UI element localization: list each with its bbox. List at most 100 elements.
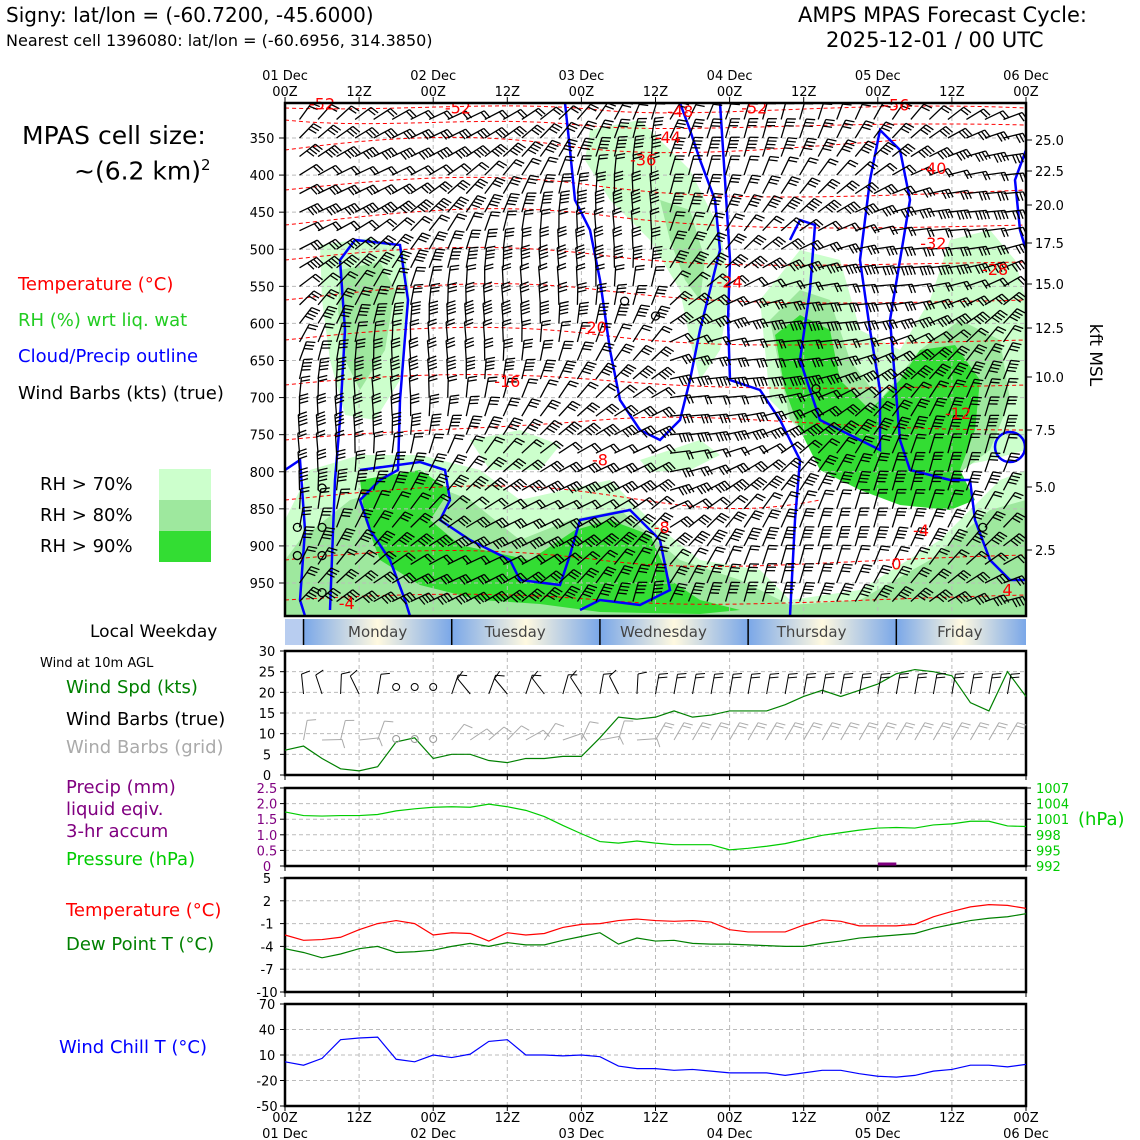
wind-barb-flag — [353, 374, 363, 379]
wind-barb-flag — [702, 271, 711, 278]
wind-barb-flag — [697, 433, 702, 443]
wind-barb-flag — [707, 375, 713, 385]
wind-barb-flag — [808, 490, 818, 494]
wind-barb-flag — [885, 266, 891, 276]
wind-barb-flag — [588, 570, 597, 576]
wind-barb-flag — [299, 477, 309, 482]
wind-barb-flag — [575, 247, 585, 253]
wind-barb — [576, 567, 600, 584]
wind-barb — [725, 412, 750, 424]
wind-barb-flag — [808, 202, 818, 209]
wind-barb-flag — [502, 573, 510, 582]
wind-barb — [799, 472, 820, 491]
wind-barb-flag — [676, 571, 686, 576]
wind-barb-flag — [594, 232, 604, 238]
wind-barb-flag — [440, 132, 448, 140]
wind-barb-flag — [494, 439, 503, 444]
wind-barb — [447, 474, 470, 491]
wind-barb-flag — [682, 534, 691, 541]
wind-barb-flag — [738, 480, 747, 488]
wind-barb-flag — [722, 431, 728, 441]
wind-barb-flag — [330, 590, 339, 597]
wind-barb — [539, 106, 564, 120]
wind-barb — [632, 344, 655, 361]
wind-barb-flag — [691, 592, 701, 595]
wind-barb — [650, 545, 670, 565]
wind-barb-flag — [773, 477, 783, 484]
wind-barb — [354, 106, 379, 120]
wind-barb-flag — [552, 399, 561, 404]
wind-barb-flag — [715, 517, 725, 524]
wind-barb — [502, 397, 521, 417]
wind-barb — [725, 213, 745, 232]
wind-barb-flag — [414, 481, 424, 485]
wind-barb — [651, 366, 676, 380]
wind-barb — [836, 563, 853, 584]
wind-barb — [706, 173, 722, 194]
wind-barb-flag — [659, 430, 667, 439]
wind-barb-flag — [520, 288, 530, 293]
wind-barb — [298, 341, 316, 361]
wind-barb — [706, 563, 724, 584]
wind-barb-flag — [567, 383, 577, 388]
wind-barb — [410, 182, 435, 195]
wind-barb-flag — [328, 305, 338, 310]
wind-barb — [484, 109, 510, 121]
wind-barb-flag — [447, 310, 457, 315]
wind-barb-flag — [530, 146, 539, 152]
wind-barb-flag — [371, 590, 380, 598]
wind-barb-flag — [658, 373, 667, 380]
wind-barb — [521, 358, 536, 380]
wind-barb-flag — [575, 461, 584, 470]
wind-barb — [410, 249, 429, 269]
wind-barb-flag — [498, 111, 506, 120]
wind-barb-flag — [519, 125, 527, 133]
wind-barb — [484, 396, 501, 417]
wind-barb — [613, 244, 624, 268]
wind-barb — [539, 191, 554, 213]
wind-barb-flag — [712, 196, 722, 199]
wind-barb-flag — [379, 260, 388, 265]
wind-barb-flag — [358, 469, 368, 472]
wind-barb-flag — [756, 320, 762, 329]
wind-barb-flag — [354, 433, 364, 438]
wind-barb — [799, 526, 815, 547]
wind-barb — [410, 232, 431, 250]
wind-barb-flag — [384, 205, 392, 213]
wind-barb — [595, 103, 617, 120]
wind-barb-flag — [631, 195, 641, 201]
wind-barb-flag — [469, 246, 479, 249]
wind-barb — [706, 496, 731, 510]
wind-barb-flag — [587, 106, 597, 112]
temp-contour — [285, 485, 821, 510]
wind-barb — [521, 378, 539, 398]
wind-barb-flag — [737, 358, 743, 368]
wind-barb-flag — [580, 172, 590, 175]
wind-barb-flag — [414, 432, 424, 435]
wind-barb-flag — [491, 211, 501, 214]
wind-barb — [502, 125, 527, 139]
wind-barb — [465, 212, 484, 231]
wind-barb-flag — [494, 193, 504, 198]
wind-barb-flag — [445, 164, 454, 172]
wind-barb — [576, 137, 595, 157]
wind-barb-flag — [403, 534, 413, 541]
wind-barb-flag — [737, 497, 746, 504]
wind-barb-flag — [985, 150, 991, 159]
wind-barb-flag — [334, 238, 343, 247]
wind-barb-flag — [733, 545, 743, 549]
wind-barb-flag — [926, 208, 932, 218]
wind-barb-flag — [596, 174, 606, 178]
wind-barb — [669, 173, 685, 194]
wind-barb-flag — [465, 555, 473, 563]
wind-barb-flag — [753, 194, 763, 198]
wind-barb-flag — [709, 592, 719, 594]
wind-barb-flag — [353, 399, 363, 404]
wind-barb-flag — [699, 547, 709, 552]
wind-barb-flag — [332, 222, 340, 231]
wind-barb-flag — [549, 591, 558, 598]
wind-barb — [410, 412, 422, 435]
wind-barb-flag — [546, 359, 556, 362]
wind-barb — [743, 477, 768, 491]
wind-barb-flag — [590, 536, 599, 544]
